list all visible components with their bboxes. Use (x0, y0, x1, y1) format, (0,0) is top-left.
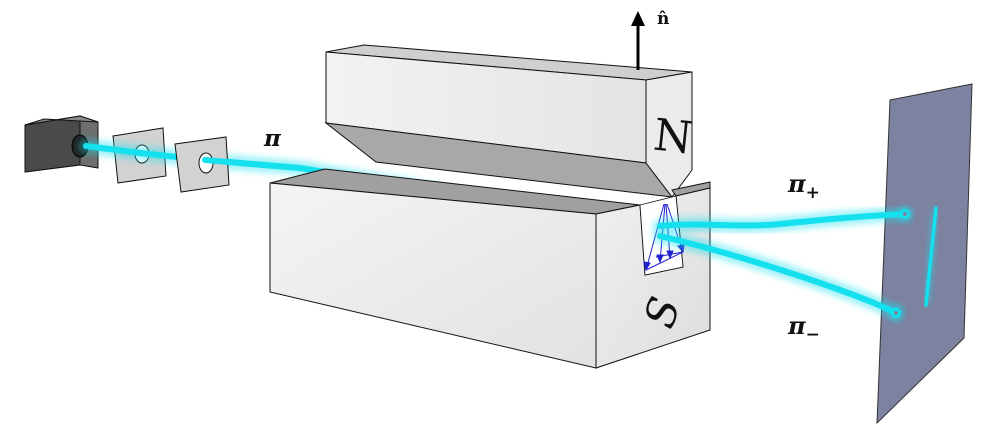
incoming-beam-label: π (263, 125, 282, 152)
beam-minus-subscript: − (806, 325, 820, 345)
split-beam-minus (653, 229, 903, 320)
north-magnet (324, 44, 693, 198)
detector-spot-minus (889, 306, 903, 320)
normal-vector-arrow (631, 11, 645, 70)
detector-screen (876, 83, 973, 425)
beam-minus-symbol: π (787, 311, 806, 340)
beam-plus-symbol: π (787, 169, 806, 198)
beam-plus-subscript: + (806, 183, 820, 203)
classical-distribution-line (923, 206, 939, 307)
normal-vector-label: n̂ (657, 9, 669, 29)
split-beam-plus (653, 207, 911, 233)
beam-plus-label: π+ (787, 169, 820, 203)
north-pole-label: N (651, 110, 695, 165)
detector-spot-plus (898, 207, 912, 221)
south-magnet (269, 168, 711, 369)
collimator-plate-2 (174, 136, 230, 193)
beam-minus-label: π− (787, 311, 820, 345)
